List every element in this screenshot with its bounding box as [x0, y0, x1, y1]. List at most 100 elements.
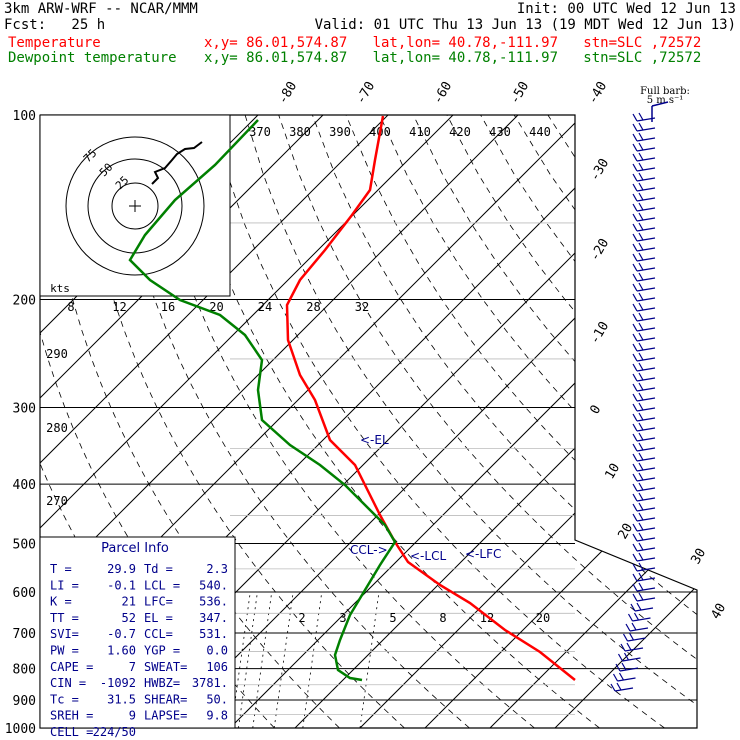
- mixing-ratio-line: [238, 591, 258, 728]
- isotherm-line: [554, 115, 697, 728]
- parcel-info-value: 3781.: [192, 676, 228, 690]
- parcel-info-key: CIN =: [50, 676, 86, 690]
- wind-barb: [632, 333, 638, 342]
- wind-barb: [632, 403, 638, 412]
- theta-e-label: 430: [489, 125, 511, 139]
- wind-barb: [632, 513, 638, 522]
- wind-barb: [634, 607, 654, 612]
- dry-adiabat-line: [412, 115, 697, 728]
- wind-barb: [636, 517, 656, 522]
- wind-barb: [636, 117, 656, 122]
- wind-barb: [632, 203, 638, 212]
- wind-barb: [632, 563, 638, 572]
- wind-barb: [638, 232, 644, 241]
- wind-barb: [636, 227, 656, 232]
- level-annotation: CCL->: [350, 543, 388, 557]
- wind-barb: [636, 187, 656, 192]
- hodograph-speed-tick: 12: [112, 300, 126, 314]
- temperature-tick-label: 30: [688, 546, 709, 567]
- wind-barb: [636, 357, 656, 362]
- wind-barb: [638, 372, 644, 381]
- wind-barb: [638, 132, 644, 141]
- wind-barb: [632, 523, 638, 532]
- wind-barb: [636, 237, 656, 242]
- parcel-info-value: 21: [122, 595, 136, 609]
- wind-barb: [638, 272, 644, 281]
- wind-barb: [636, 167, 656, 172]
- hodograph-units-label: kts: [50, 282, 70, 295]
- wind-barb: [626, 642, 632, 651]
- isotherm-line: [424, 115, 697, 728]
- wind-barb: [636, 127, 656, 132]
- wind-barb: [636, 567, 656, 572]
- wind-barb: [638, 322, 644, 331]
- mixing-ratio-label: 5: [389, 611, 396, 625]
- wind-barb: [638, 312, 644, 321]
- wind-barb: [632, 223, 638, 232]
- wind-barb: [632, 443, 638, 452]
- wind-barb: [636, 447, 656, 452]
- dry-adiabat-line: [547, 115, 697, 728]
- wind-barb: [638, 532, 644, 541]
- wind-barb: [636, 157, 656, 162]
- wind-barb: [636, 417, 656, 422]
- wind-barb: [636, 137, 656, 142]
- parcel-info-key: LFC=: [144, 595, 173, 609]
- wind-barb: [630, 603, 636, 612]
- parcel-info-key: YGP =: [144, 644, 180, 658]
- dry-adiabat-label: 270: [46, 494, 68, 508]
- wind-barb: [638, 192, 644, 201]
- parcel-info-key: SHEAR=: [144, 692, 187, 706]
- wind-barb: [632, 423, 638, 432]
- wind-barb: [636, 347, 656, 352]
- wind-barb: [632, 553, 638, 562]
- wind-barb: [638, 402, 644, 411]
- wind-barb: [636, 177, 656, 182]
- wind-barb: [632, 573, 638, 582]
- wind-barb: [638, 362, 644, 371]
- dewpoint-legend-info: x,y= 86.01,574.87 lat,lon= 40.78,-111.97…: [204, 50, 702, 66]
- pressure-tick-label: 300: [13, 401, 36, 416]
- parcel-info-key: PW =: [50, 644, 79, 658]
- wind-barb: [636, 307, 656, 312]
- parcel-info-value: 31.5: [107, 692, 136, 706]
- temperature-tick-label: 0: [587, 403, 604, 417]
- wind-barb: [638, 572, 644, 581]
- wind-barb: [632, 493, 638, 502]
- hodograph-ring: [65, 136, 205, 276]
- mixing-ratio-label: 3: [339, 611, 346, 625]
- wind-barb: [636, 427, 656, 432]
- dry-adiabat-line: [581, 115, 697, 728]
- parcel-info-key: LI =: [50, 578, 79, 592]
- temperature-curve: [285, 115, 576, 681]
- wind-barb: [638, 162, 644, 171]
- model-title: 3km ARW-WRF -- NCAR/MMM: [4, 1, 198, 17]
- wind-barb: [638, 282, 644, 291]
- wind-barb: [621, 662, 627, 671]
- temperature-legend-info: x,y= 86.01,574.87 lat,lon= 40.78,-111.97…: [204, 35, 702, 51]
- parcel-info-key: EL =: [144, 611, 173, 625]
- wind-barb: [638, 382, 644, 391]
- wind-barb: [636, 537, 656, 542]
- wind-barb: [636, 197, 656, 202]
- wind-barb: [638, 442, 644, 451]
- wind-barb: [633, 612, 640, 621]
- pressure-tick-label: 700: [13, 627, 36, 642]
- pressure-tick-label: 600: [13, 586, 36, 601]
- wind-barb: [636, 367, 656, 372]
- wind-barb: [632, 113, 638, 122]
- dry-adiabat-label: 290: [46, 347, 68, 361]
- level-annotation: <-EL: [360, 433, 389, 447]
- wind-barb: [638, 542, 644, 551]
- wind-barb: [638, 522, 644, 531]
- wind-barb: [638, 122, 644, 131]
- temperature-tick-label: -60: [430, 79, 455, 107]
- parcel-info-value: 7: [129, 660, 136, 674]
- wind-barb: [619, 667, 639, 672]
- wind-barb: [636, 297, 656, 302]
- wind-barb: [625, 623, 631, 632]
- temperature-tick-label: 20: [615, 521, 636, 542]
- wind-barb: [632, 433, 638, 442]
- parcel-info-key: CAPE =: [50, 660, 93, 674]
- dewpoint-curve: [128, 119, 397, 682]
